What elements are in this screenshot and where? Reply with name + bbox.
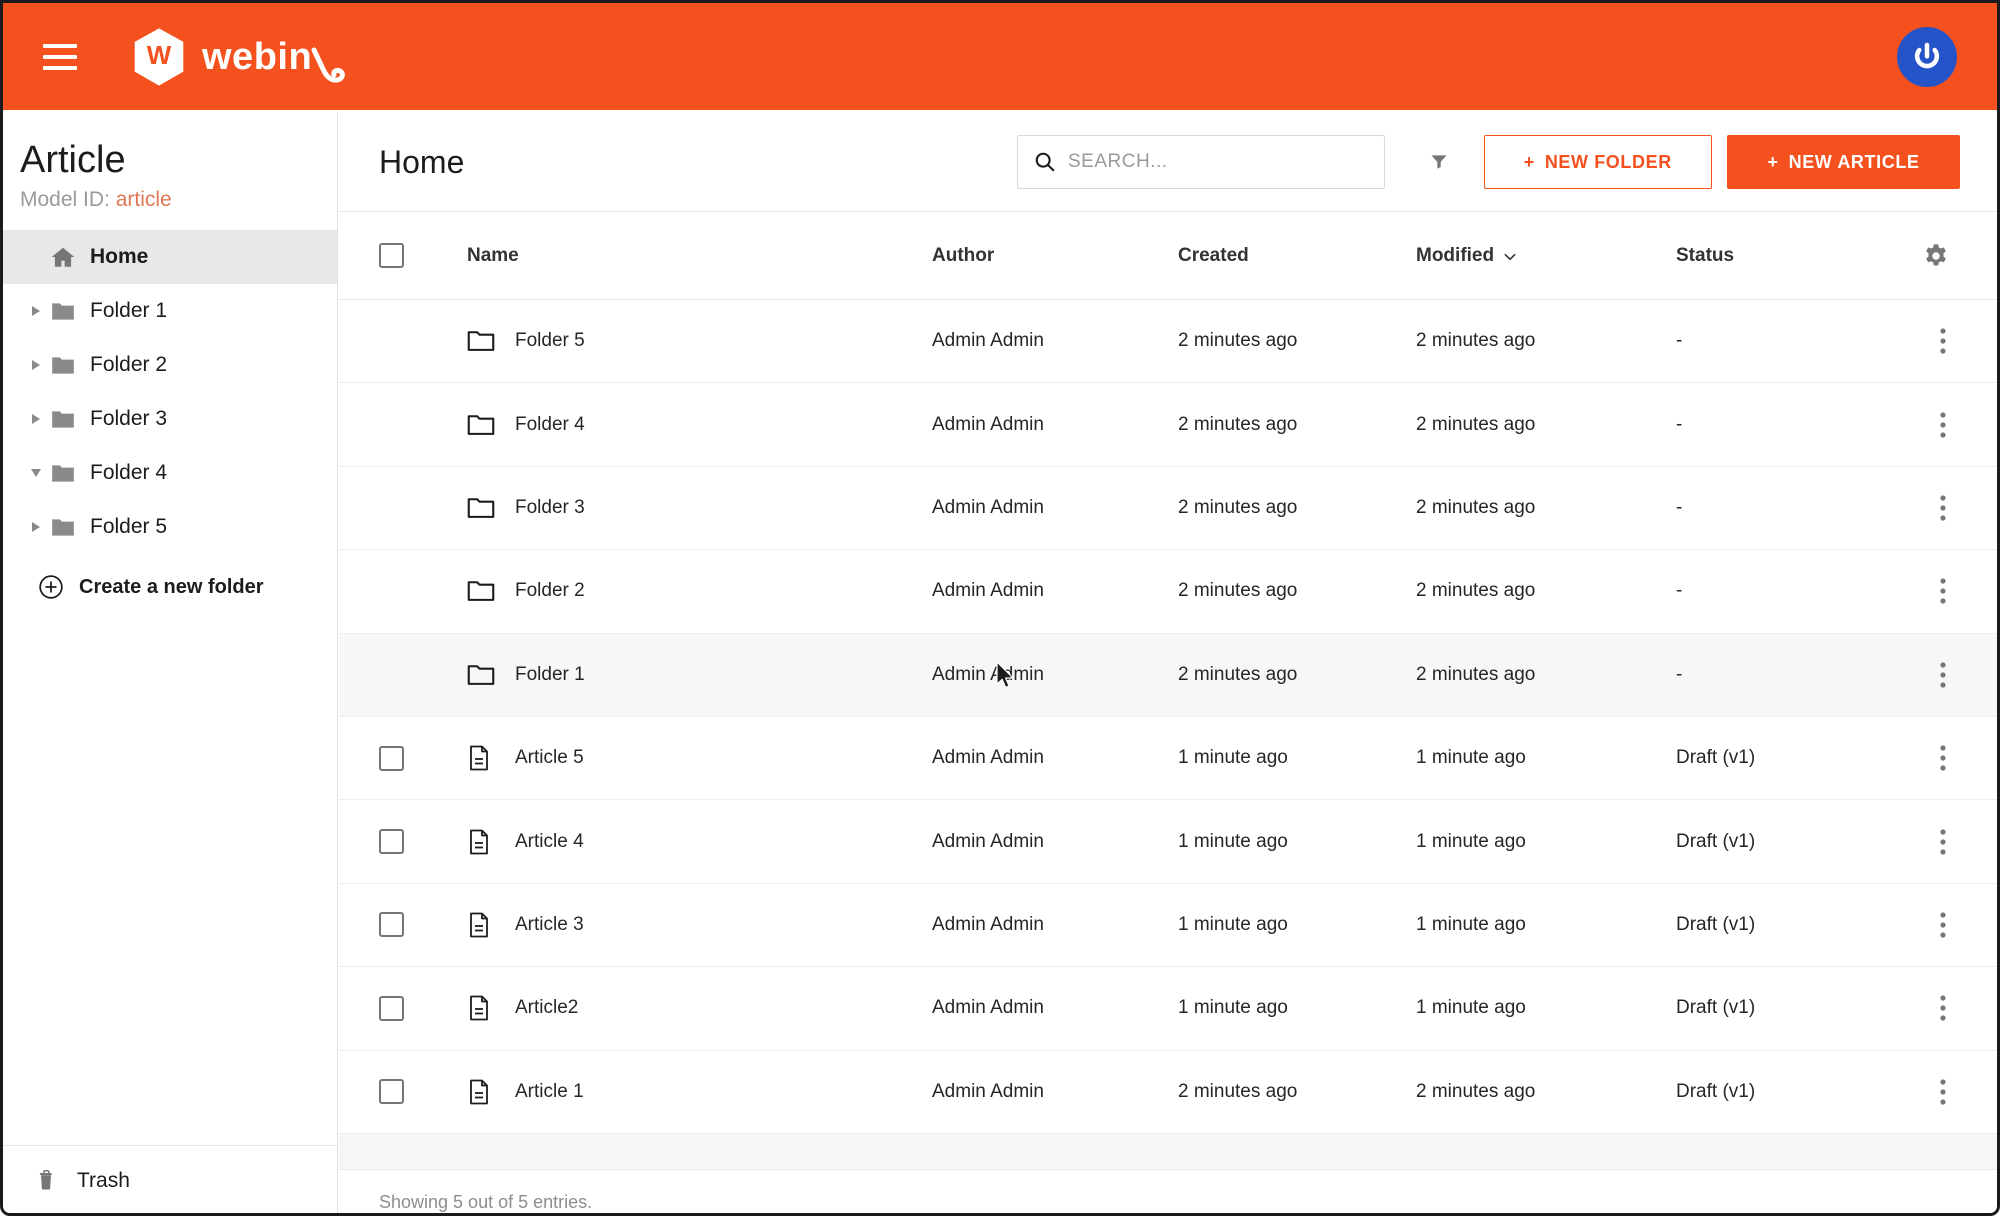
svg-text:W: W [147,42,172,70]
svg-text:webin: webin [202,36,312,78]
